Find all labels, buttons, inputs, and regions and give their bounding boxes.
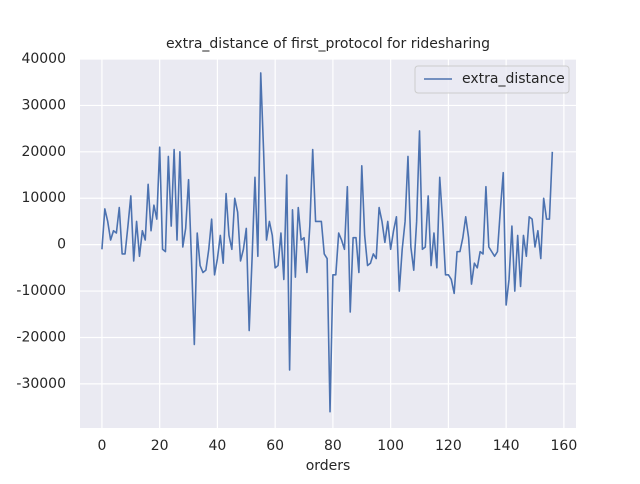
x-axis-label: orders [306,458,351,474]
plot-area [80,59,576,428]
x-tick-label: 100 [377,438,404,454]
chart-title: extra_distance of first_protocol for rid… [166,36,490,52]
y-tick-label: 20000 [21,144,66,160]
x-tick-label: 60 [266,438,284,454]
x-tick-label: 80 [324,438,342,454]
legend-label: extra_distance [462,71,565,87]
y-tick-label: -10000 [16,283,66,299]
y-tick-label: -20000 [16,329,66,345]
y-tick-label: -30000 [16,376,66,392]
x-tick-label: 120 [435,438,462,454]
y-tick-label: 30000 [21,97,66,113]
y-tick-label: 40000 [21,51,66,67]
data-line [101,72,554,413]
x-tick-label: 160 [551,438,578,454]
y-tick-label: 0 [57,237,66,253]
x-tick-label: 0 [97,438,106,454]
x-tick-label: 40 [209,438,227,454]
y-tick-label: 10000 [21,190,66,206]
legend-box [414,65,570,94]
x-tick-label: 140 [493,438,520,454]
x-tick-label: 20 [151,438,169,454]
